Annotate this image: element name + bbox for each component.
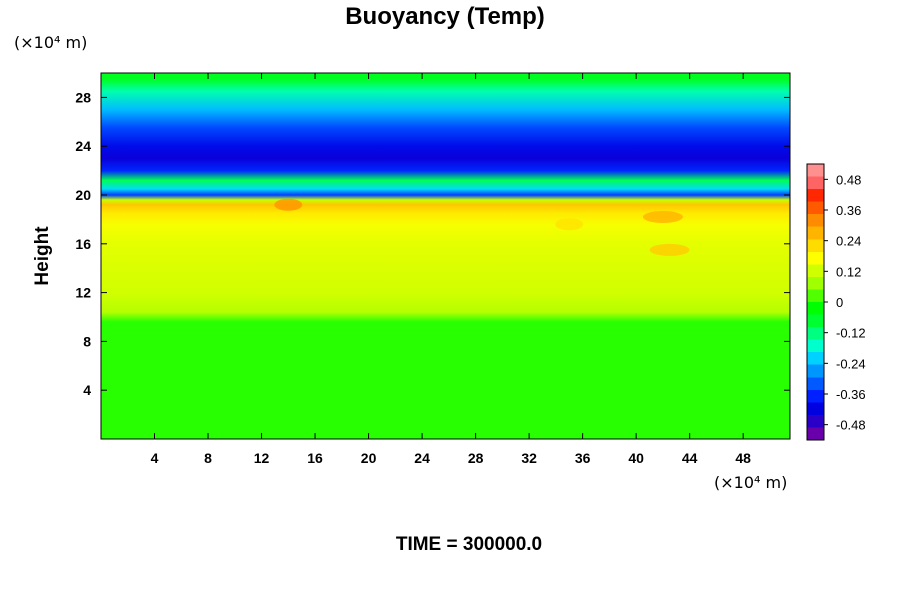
x-tick-label: 24 (414, 450, 430, 466)
y-tick-label: 20 (75, 187, 91, 203)
field-feature (642, 210, 683, 223)
field-features (274, 198, 690, 256)
x-tick-label: 48 (735, 450, 751, 466)
colorbar-tick-label: 0.12 (836, 264, 861, 279)
x-tick-label: 36 (575, 450, 591, 466)
field-feature (555, 218, 584, 231)
colorbar-tick-label: -0.48 (836, 418, 866, 433)
time-label: TIME = 300000.0 (396, 534, 542, 555)
plot-area (101, 73, 790, 439)
x-tick-label: 16 (307, 450, 323, 466)
colorbar-tick-label: 0.48 (836, 172, 861, 187)
plot-frame (100, 72, 791, 440)
x-axis-ticks: 4 8 12 16 20 24 28 32 36 40 44 48 (151, 73, 751, 466)
x-axis-unit: (×10⁴ m) (714, 473, 787, 492)
y-axis-label: Height (32, 226, 53, 286)
x-tick-label: 44 (682, 450, 698, 466)
y-tick-label: 16 (75, 236, 91, 252)
x-tick-label: 20 (361, 450, 377, 466)
colorbar-tick-label: -0.12 (836, 326, 866, 341)
x-tick-label: 4 (151, 450, 159, 466)
y-tick-label: 8 (83, 333, 91, 349)
y-tick-label: 4 (83, 382, 91, 398)
x-tick-label: 32 (521, 450, 537, 466)
field-feature (649, 243, 690, 256)
y-axis-ticks: 4 8 12 16 20 24 28 (75, 89, 790, 398)
colorbar-tick-label: -0.36 (836, 387, 866, 402)
buoyancy-field (101, 73, 790, 439)
x-tick-label: 12 (254, 450, 270, 466)
y-tick-label: 28 (75, 89, 91, 105)
colorbar-tick-label: 0.24 (836, 234, 861, 249)
colorbar-ticks: 0.48 0.36 0.24 0.12 0 -0.12 -0.24 -0.36 -0.48 (824, 172, 866, 433)
y-tick-label: 24 (75, 138, 91, 154)
y-tick-label: 12 (75, 285, 91, 301)
colorbar-tick-label: 0 (836, 295, 843, 310)
colorbar (806, 163, 825, 441)
y-axis-unit: (×10⁴ m) (14, 33, 87, 52)
field-feature (274, 198, 303, 211)
x-tick-label: 8 (204, 450, 212, 466)
colorbar-tick-label: -0.24 (836, 356, 866, 371)
x-tick-label: 28 (468, 450, 484, 466)
x-tick-label: 40 (628, 450, 644, 466)
colorbar-tick-label: 0.36 (836, 203, 861, 218)
chart-title: Buoyancy (Temp) (345, 3, 545, 30)
